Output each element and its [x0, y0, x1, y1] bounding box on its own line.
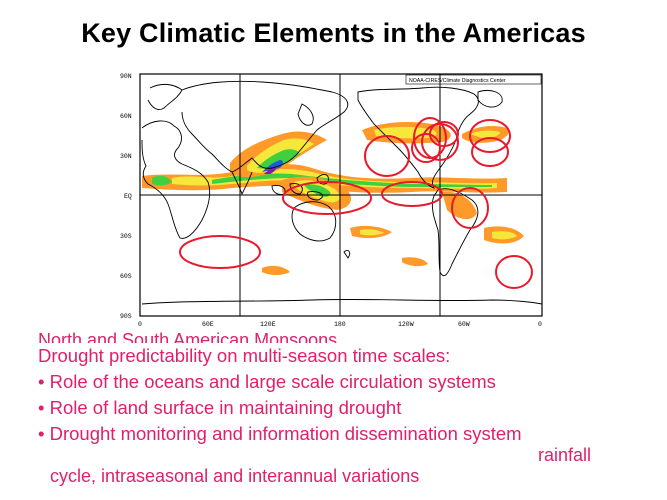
- overlay-bullet-monitoring: • Drought monitoring and information dis…: [38, 423, 522, 444]
- lon-label-0: 0: [138, 321, 142, 328]
- drought-text-box: Drought predictability on multi-season t…: [38, 343, 648, 447]
- coastlines: [141, 80, 543, 305]
- overlay-heading: Drought predictability on multi-season t…: [38, 345, 451, 366]
- map-gridlines: [140, 74, 542, 316]
- overlay-bullet-oceans: • Role of the oceans and large scale cir…: [38, 371, 496, 392]
- ellipse-south-atlantic: [495, 255, 533, 289]
- lat-label-eq: EQ: [124, 193, 132, 200]
- lon-label-120w: 120W: [398, 321, 414, 328]
- ellipse-eastern-pacific: [381, 181, 443, 207]
- lon-label-120e: 120E: [260, 321, 276, 328]
- climate-map: NOAA-CIRES/Climate Diagnostics Center: [112, 68, 552, 330]
- latitude-labels: 90N 60N 30N EQ 30S 60S 90S: [120, 73, 132, 320]
- lon-label-180: 180: [334, 321, 346, 328]
- ellipse-maritime-continent: [282, 181, 372, 215]
- overlay-bullet-land-surface: • Role of land surface in maintaining dr…: [38, 397, 402, 418]
- ellipse-north-atlantic-1: [469, 119, 511, 153]
- lon-label-60e: 60E: [202, 321, 214, 328]
- longitude-labels: 0 60E 120E 180 120W 60W 0: [138, 321, 542, 328]
- ellipse-na-monsoon-2: [421, 123, 459, 161]
- ellipse-south-america: [451, 187, 489, 229]
- lon-label-60w: 60W: [458, 321, 470, 328]
- ellipse-na-monsoon-4: [429, 121, 459, 147]
- ellipse-north-atlantic-2: [471, 137, 509, 167]
- lat-label-90s: 90S: [120, 313, 132, 320]
- lat-label-60s: 60S: [120, 273, 132, 280]
- credit-box: [405, 74, 542, 85]
- lat-label-60n: 60N: [120, 113, 132, 120]
- ellipse-north-pacific: [364, 135, 410, 177]
- hidden-cycle-text: cycle, intraseasonal and interannual var…: [50, 466, 420, 486]
- ellipse-indian-ocean-south: [179, 235, 261, 269]
- slide-title: Key Climatic Elements in the Americas: [81, 18, 586, 48]
- lat-label-90n: 90N: [120, 73, 132, 80]
- ellipse-na-monsoon-3: [411, 133, 441, 163]
- highlight-ellipses: [179, 117, 533, 289]
- lat-label-30s: 30S: [120, 233, 132, 240]
- world-map-svg: NOAA-CIRES/Climate Diagnostics Center: [120, 73, 543, 328]
- lat-label-30n: 30N: [120, 153, 132, 160]
- hidden-rainfall-fragment: rainfall: [538, 445, 592, 465]
- lon-label-0-east: 0: [538, 321, 542, 328]
- map-credit: NOAA-CIRES/Climate Diagnostics Center: [409, 78, 506, 84]
